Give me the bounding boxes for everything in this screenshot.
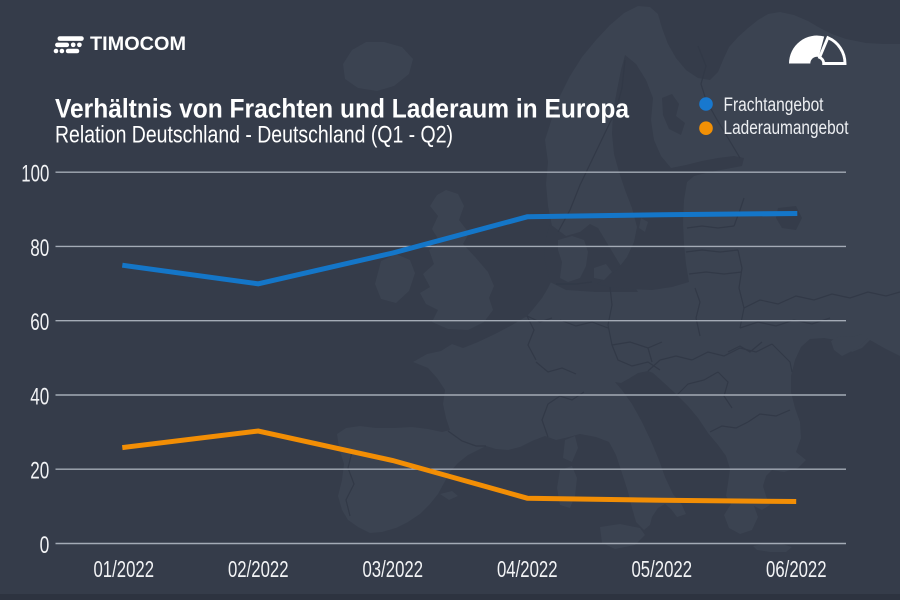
svg-text:80: 80 <box>30 235 49 262</box>
svg-text:04/2022: 04/2022 <box>497 556 558 582</box>
svg-text:05/2022: 05/2022 <box>632 556 693 582</box>
svg-text:01/2022: 01/2022 <box>94 556 155 582</box>
svg-text:0: 0 <box>40 532 50 559</box>
svg-text:06/2022: 06/2022 <box>766 556 827 582</box>
svg-text:Verhältnis von Frachten und La: Verhältnis von Frachten und Laderaum in … <box>55 94 630 124</box>
svg-text:Relation Deutschland - Deutsch: Relation Deutschland - Deutschland (Q1 -… <box>55 122 453 149</box>
svg-text:40: 40 <box>30 384 49 411</box>
svg-text:60: 60 <box>30 309 49 336</box>
svg-text:20: 20 <box>30 458 49 485</box>
svg-text:02/2022: 02/2022 <box>228 556 289 582</box>
svg-text:03/2022: 03/2022 <box>363 556 424 582</box>
svg-text:Frachtangebot: Frachtangebot <box>724 95 825 116</box>
svg-text:100: 100 <box>21 161 49 188</box>
svg-text:TIMOCOM: TIMOCOM <box>90 33 186 55</box>
svg-text:Laderaumangebot: Laderaumangebot <box>724 118 850 139</box>
